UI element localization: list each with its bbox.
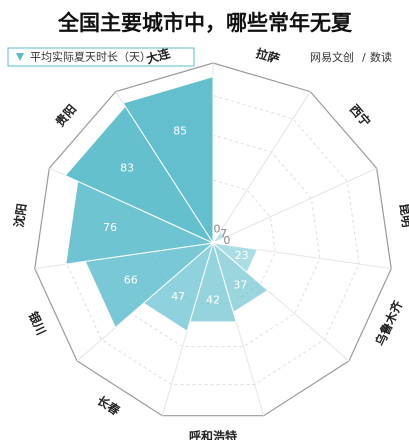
category-label: 银川 — [26, 309, 50, 337]
value-label: 85 — [173, 124, 187, 137]
chart-title: 全国主要城市中，哪些常年无夏 — [57, 11, 353, 35]
brand: 网易文创 — [310, 50, 354, 64]
outline — [34, 62, 392, 417]
legend-symbol — [16, 53, 24, 61]
value-label: 0 — [213, 223, 220, 236]
category-label: 贵阳 — [52, 101, 79, 129]
category-label: 大连 — [144, 45, 172, 66]
legend-label: 平均实际夏天时长（天） — [30, 50, 151, 64]
bar — [211, 230, 227, 245]
category-label: 沈阳 — [11, 202, 29, 228]
category-label: 昆明 — [397, 202, 409, 228]
value-label: 7 — [220, 227, 227, 240]
category-label: 乌鲁木齐 — [372, 297, 406, 348]
value-label: 83 — [120, 162, 134, 175]
spoke — [212, 167, 377, 244]
value-label: 76 — [103, 221, 117, 234]
value-label: 37 — [233, 279, 247, 292]
category-label: 拉萨 — [254, 45, 281, 66]
legend-box — [7, 47, 195, 67]
brand-divider: / — [362, 51, 366, 64]
value-label: 47 — [171, 290, 185, 303]
brand-sub: 数读 — [370, 50, 392, 64]
category-label: 呼和浩特 — [189, 429, 237, 440]
value-label: 42 — [206, 294, 220, 307]
bar — [64, 105, 215, 245]
category-label: 西宁 — [347, 101, 374, 129]
value-label: 23 — [235, 249, 249, 262]
value-label: 0 — [223, 234, 230, 247]
spoke — [212, 91, 311, 244]
legend: 平均实际夏天时长（天） — [7, 47, 195, 67]
value-label: 66 — [124, 274, 138, 287]
category-label: 长春 — [94, 393, 123, 419]
